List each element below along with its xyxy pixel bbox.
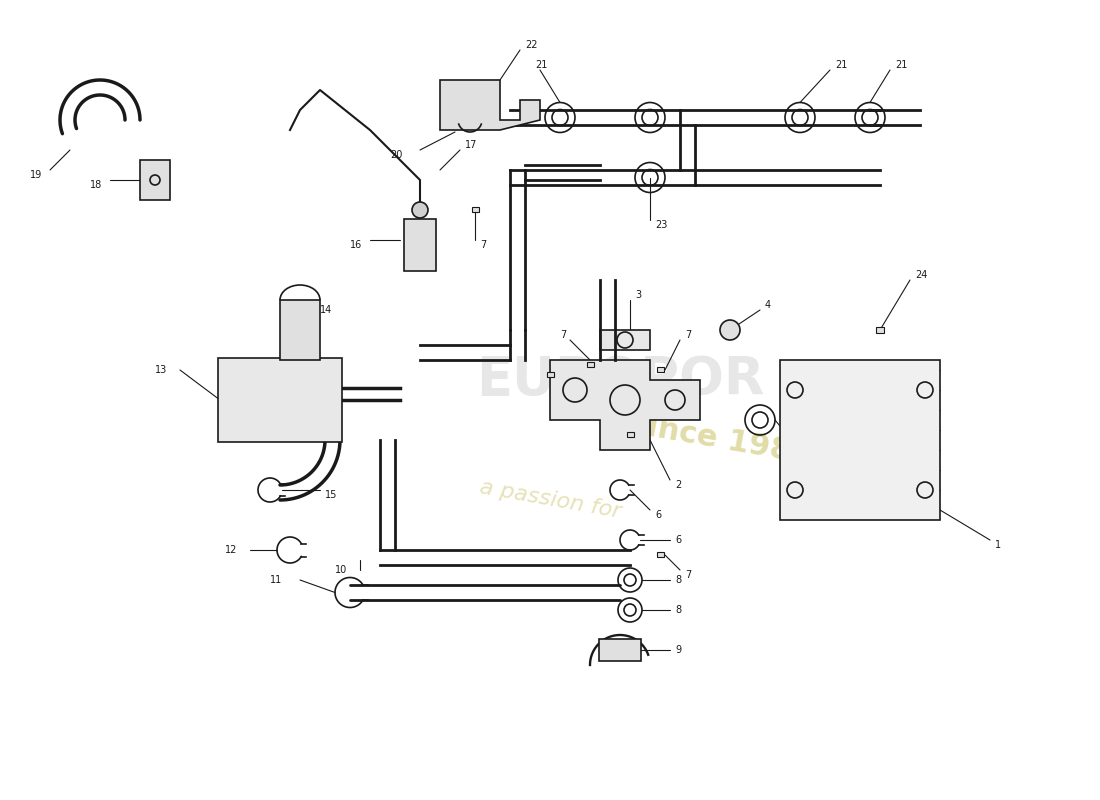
Text: 13: 13 <box>155 365 167 375</box>
Text: 15: 15 <box>324 490 338 500</box>
Text: 9: 9 <box>675 645 681 655</box>
Text: 21: 21 <box>535 60 548 70</box>
FancyBboxPatch shape <box>404 219 436 271</box>
FancyBboxPatch shape <box>600 639 641 661</box>
Text: 14: 14 <box>320 305 332 315</box>
Text: 3: 3 <box>635 290 641 300</box>
FancyBboxPatch shape <box>657 367 663 372</box>
FancyBboxPatch shape <box>876 327 884 333</box>
Text: 6: 6 <box>654 510 661 520</box>
Text: 8: 8 <box>675 575 681 585</box>
Polygon shape <box>550 360 700 450</box>
Text: 7: 7 <box>560 330 566 340</box>
Circle shape <box>720 320 740 340</box>
FancyBboxPatch shape <box>657 553 663 558</box>
Text: 21: 21 <box>895 60 908 70</box>
Text: 1: 1 <box>996 540 1001 550</box>
Text: 7: 7 <box>685 570 691 580</box>
FancyBboxPatch shape <box>586 362 594 367</box>
FancyBboxPatch shape <box>627 433 634 438</box>
Text: 17: 17 <box>465 140 477 150</box>
Circle shape <box>412 202 428 218</box>
Text: 19: 19 <box>30 170 42 180</box>
Polygon shape <box>140 160 170 200</box>
FancyBboxPatch shape <box>472 207 478 212</box>
Text: 2: 2 <box>675 480 681 490</box>
Text: EUROPOR: EUROPOR <box>475 354 764 406</box>
Text: 6: 6 <box>675 535 681 545</box>
FancyBboxPatch shape <box>547 373 553 378</box>
Text: since 1985: since 1985 <box>627 410 814 470</box>
Text: 11: 11 <box>270 575 283 585</box>
Text: a passion for: a passion for <box>477 478 623 522</box>
Text: 18: 18 <box>90 180 102 190</box>
Text: 7: 7 <box>685 330 691 340</box>
Text: 20: 20 <box>390 150 403 160</box>
Text: 12: 12 <box>226 545 238 555</box>
FancyBboxPatch shape <box>218 358 342 442</box>
FancyBboxPatch shape <box>780 360 940 520</box>
Text: 22: 22 <box>525 40 538 50</box>
Polygon shape <box>440 80 540 130</box>
Text: 4: 4 <box>764 300 771 310</box>
Text: 8: 8 <box>675 605 681 615</box>
Text: 5: 5 <box>805 450 812 460</box>
Text: 21: 21 <box>835 60 847 70</box>
Polygon shape <box>600 330 650 350</box>
Text: 10: 10 <box>336 565 348 575</box>
Text: 7: 7 <box>480 240 486 250</box>
Polygon shape <box>280 300 320 360</box>
Text: 16: 16 <box>350 240 362 250</box>
Text: 23: 23 <box>654 220 668 230</box>
Text: 24: 24 <box>915 270 927 280</box>
